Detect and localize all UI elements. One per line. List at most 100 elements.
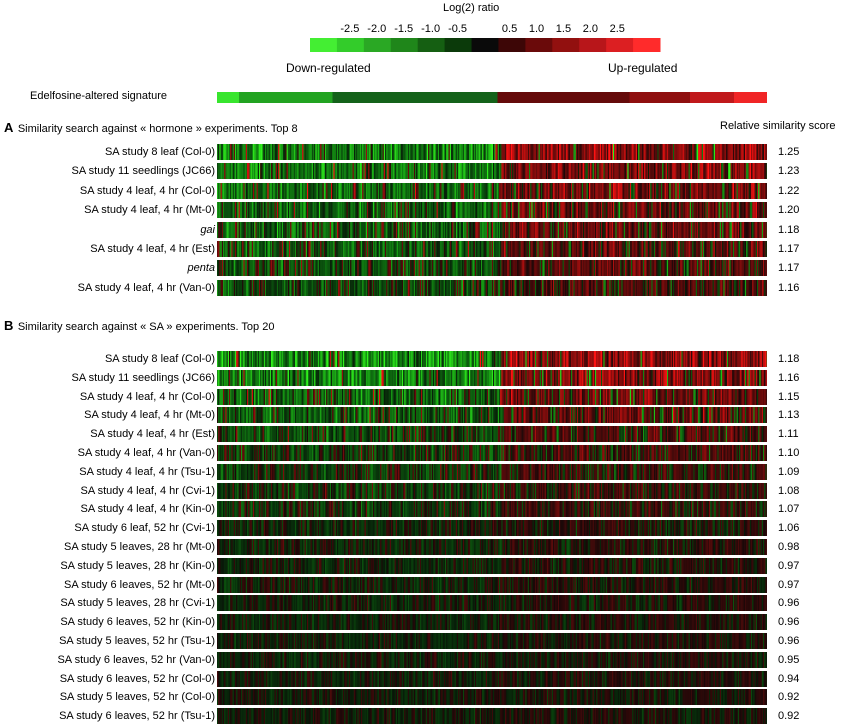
panel-b-similarity-score: 0.97 [778, 559, 800, 572]
legend-swatch [417, 38, 446, 52]
legend-swatch [390, 38, 419, 52]
panel-b-heatmap-row [217, 445, 767, 461]
panel-b-similarity-score: 0.95 [778, 653, 800, 666]
panel-b-similarity-score: 1.07 [778, 503, 800, 516]
panel-b-heatmap-row [217, 670, 767, 687]
legend-tick-label: 2.0 [583, 23, 598, 35]
panel-b-row-label: SA study 5 leaves, 28 hr (Mt-0) [63, 541, 215, 553]
panel-a-title: A Similarity search against « hormone » … [4, 119, 298, 137]
panel-a-row-label: SA study 4 leaf, 4 hr (Est) [90, 243, 215, 255]
panel-a-row-label: SA study 4 leaf, 4 hr (Col-0) [79, 184, 215, 197]
panel-b-similarity-score: 1.09 [778, 465, 800, 478]
panel-b-heatmap-row [217, 651, 767, 668]
panel-a-similarity-score: 1.23 [778, 165, 800, 178]
panel-b-row-label: SA study 6 leaves, 52 hr (Tsu-1) [59, 710, 215, 723]
signature-segment [690, 92, 735, 103]
signature-segment [217, 92, 240, 103]
panel-b-similarity-score: 1.18 [778, 353, 800, 365]
panel-a-similarity-score: 1.25 [778, 146, 800, 158]
panel-b-row-label: SA study 6 leaves, 52 hr (Van-0) [57, 653, 215, 666]
panel-a-row-label: SA study 8 leaf (Col-0) [104, 146, 215, 158]
panel-a-row-label: SA study 4 leaf, 4 hr (Van-0) [77, 281, 215, 294]
panel-a-row-label: SA study 4 leaf, 4 hr (Mt-0) [84, 204, 215, 217]
panel-b-similarity-score: 0.92 [778, 691, 800, 704]
panel-b-similarity-score: 1.11 [778, 428, 799, 441]
panel-b-heatmap-row [217, 614, 767, 631]
legend-swatch [471, 38, 499, 52]
panel-b-similarity-score: 0.96 [778, 635, 800, 647]
panel-b-heatmap-row [217, 501, 767, 518]
panel-b-row-label: SA study 4 leaf, 4 hr (Col-0) [79, 390, 215, 403]
legend-swatch [633, 38, 661, 52]
legend-tick-label: -1.5 [394, 23, 413, 35]
panel-b-heatmap-row [217, 689, 767, 706]
panel-a-similarity-score: 1.17 [778, 243, 800, 255]
panel-b-heatmap-row [217, 388, 767, 405]
legend-tick-label: 1.0 [529, 23, 544, 35]
panel-a-similarity-score: 1.17 [778, 262, 800, 275]
panel-b-similarity-score: 0.98 [778, 541, 800, 553]
up-regulated-label: Up-regulated [608, 61, 678, 75]
panel-b-similarity-score: 1.16 [778, 371, 800, 384]
panel-b-title: B Similarity search against « SA » exper… [4, 317, 274, 335]
legend-swatch [525, 38, 553, 52]
signature-bar [217, 92, 767, 103]
panel-b-heatmap-row [217, 426, 767, 443]
panel-b-heatmap-row [217, 520, 767, 537]
panel-b-heatmap-row [217, 539, 767, 555]
panel-b-row-label: SA study 4 leaf, 4 hr (Tsu-1) [79, 465, 215, 478]
panel-a-title-text: Similarity search against « hormone » ex… [17, 123, 298, 135]
signature-label: Edelfosine-altered signature [30, 90, 167, 102]
signature-segment [629, 92, 691, 103]
legend-tick-label: -0.5 [448, 23, 467, 35]
panel-b-heatmap-row [217, 557, 767, 574]
legend-title: Log(2) ratio [443, 2, 500, 14]
panel-a-similarity-score: 1.18 [778, 223, 800, 236]
legend-color-scale: -2.5 -2.0 -1.5 -1.0 -0.5 0.5 1.0 1.5 2.0 2.5 [310, 23, 661, 52]
panel-a-heatmap-row [217, 182, 767, 199]
panel-b-row-label: SA study 5 leaves, 28 hr (Kin-0) [60, 559, 215, 572]
panel-a-row-label: gai [200, 223, 215, 236]
legend-swatch [336, 38, 365, 52]
panel-a-row-label: penta [187, 262, 215, 275]
panel-a-heatmap-row [217, 241, 767, 257]
panel-b-row-label: SA study 4 leaf, 4 hr (Est) [90, 428, 215, 441]
panel-a-heatmap-row [217, 202, 767, 219]
panel-b-row-label: SA study 8 leaf (Col-0) [104, 353, 215, 365]
legend-swatch [444, 38, 473, 52]
panel-a-row-label: SA study 11 seedlings (JC66) [71, 165, 215, 178]
panel-b-row-label: SA study 5 leaves, 52 hr (Tsu-1) [59, 635, 215, 647]
panel-b-row-label: SA study 4 leaf, 4 hr (Mt-0) [84, 409, 215, 422]
panel-b-row-label: SA study 4 leaf, 4 hr (Cvi-1) [80, 484, 216, 497]
panel-b-row-label: SA study 6 leaves, 52 hr (Col-0) [59, 672, 215, 685]
panel-b-heatmap-row [217, 369, 767, 386]
legend-swatch [579, 38, 607, 52]
panel-b-row-label: SA study 4 leaf, 4 hr (Van-0) [77, 447, 215, 459]
legend-swatch [363, 38, 392, 52]
panel-a-heatmap-row [217, 279, 767, 296]
legend-tick-label: -2.0 [367, 23, 386, 35]
panel-a-similarity-score: 1.16 [778, 281, 800, 294]
panel-b-letter: B [4, 318, 14, 333]
panel-b-similarity-score: 1.10 [778, 447, 800, 459]
panel-b-heatmap-row [217, 576, 767, 593]
panel-a-letter: A [4, 120, 14, 135]
panel-b-row-label: SA study 11 seedlings (JC66) [71, 371, 215, 384]
legend-tick-label: 0.5 [502, 23, 517, 35]
panel-a-heatmap-row [217, 221, 767, 238]
legend-swatch [310, 38, 338, 52]
panel-b-similarity-score: 1.06 [778, 522, 800, 535]
panel-a-similarity-score: 1.20 [778, 204, 800, 217]
signature-segment [497, 92, 630, 103]
legend-tick-label: -1.0 [421, 23, 440, 35]
panel-b-row-label: SA study 6 leaves, 52 hr (Mt-0) [63, 578, 215, 591]
panel-b-similarity-score: 1.15 [778, 390, 800, 403]
score-header: Relative similarity score [720, 120, 836, 132]
panel-b-heatmap-row [217, 595, 767, 612]
panel-b-heatmap-row [217, 407, 767, 424]
panel-b-row-label: SA study 5 leaves, 52 hr (Col-0) [59, 691, 215, 704]
panel-b-similarity-score: 1.13 [778, 409, 800, 422]
panel-b-heatmap-row [217, 351, 767, 367]
down-regulated-label: Down-regulated [286, 61, 371, 75]
panel-a-similarity-score: 1.22 [778, 184, 800, 197]
